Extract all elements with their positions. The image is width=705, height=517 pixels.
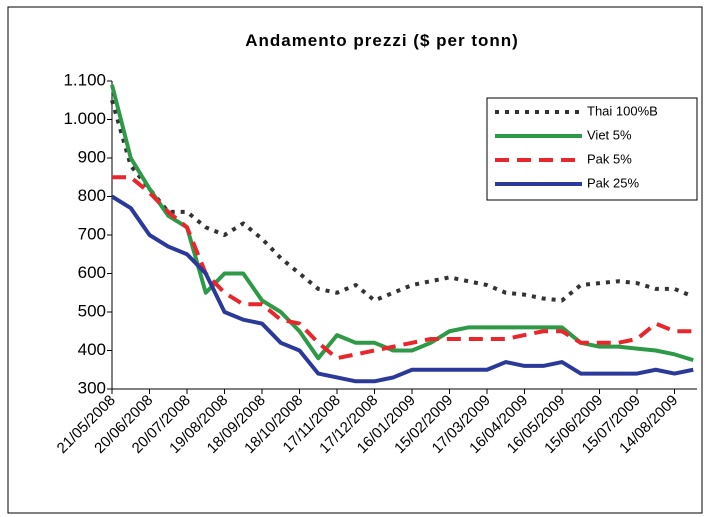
series-line [110,99,695,303]
y-tick-label: 1.100 [63,70,106,89]
chart-title: Andamento prezzi ($ per tonn) [245,31,519,50]
y-tick-label: 300 [78,378,106,397]
y-tick-label: 1.000 [63,109,106,128]
series-line [110,84,694,363]
y-tick-label: 400 [78,340,106,359]
legend-label: Thai 100%B [587,103,658,118]
y-tick-label: 800 [78,186,106,205]
legend-label: Pak 5% [587,151,632,166]
legend-label: Pak 25% [587,175,639,190]
y-tick-label: 900 [78,147,106,166]
y-tick-label: 600 [78,263,106,282]
y-tick-label: 500 [78,301,106,320]
y-tick-label: 700 [78,224,106,243]
legend-label: Viet 5% [587,127,632,142]
series-line [110,194,694,384]
chart-frame [7,6,703,514]
